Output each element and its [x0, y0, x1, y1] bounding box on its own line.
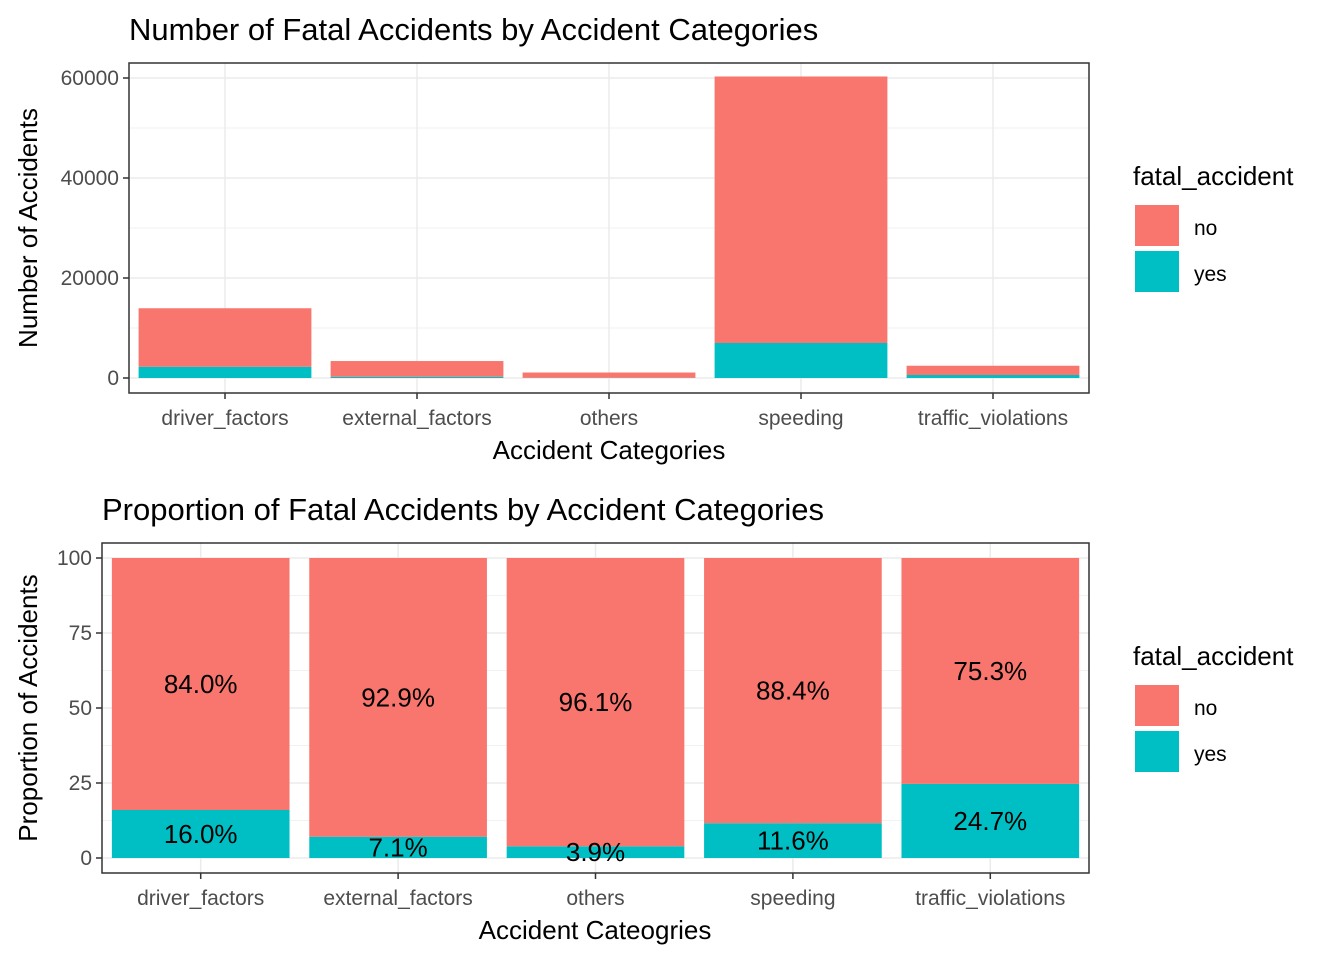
- chart-bottom-title: Proportion of Fatal Accidents by Acciden…: [102, 492, 824, 527]
- bar-no-external_factors: [330, 361, 504, 377]
- bar-no-others: [522, 372, 696, 378]
- x-tick-label: speeding: [758, 407, 843, 430]
- legend-label-no: no: [1194, 217, 1217, 240]
- bar-no-traffic_violations: [906, 365, 1080, 375]
- bar-no-traffic_violations: [901, 558, 1080, 784]
- bar-yes-speeding: [704, 823, 882, 858]
- chart-top-y-axis-title: Number of Accidents: [13, 108, 43, 348]
- bar-no-external_factors: [309, 558, 487, 837]
- chart-top-title: Number of Fatal Accidents by Accident Ca…: [129, 12, 818, 47]
- legend-swatch-yes: [1135, 251, 1179, 292]
- data-label-yes: 24.7%: [953, 806, 1027, 836]
- bar-no-speeding: [714, 76, 888, 343]
- y-tick-label: 100: [57, 547, 92, 570]
- data-label-no: 75.3%: [953, 656, 1027, 686]
- x-tick-label: others: [566, 887, 624, 910]
- bar-yes-traffic_violations: [901, 783, 1080, 858]
- x-tick-label: external_factors: [323, 887, 472, 910]
- y-tick-label: 0: [107, 367, 119, 390]
- bar-yes-others: [506, 846, 685, 858]
- legend-label-yes: yes: [1194, 743, 1227, 766]
- legend-swatch-no: [1135, 205, 1179, 246]
- y-tick-label: 40000: [61, 167, 119, 190]
- bar-no-speeding: [704, 558, 882, 824]
- bar-no-others: [506, 558, 685, 847]
- legend-swatch-no: [1135, 685, 1179, 726]
- y-tick-label: 75: [69, 622, 92, 645]
- bar-yes-driver_factors: [138, 366, 312, 378]
- chart-bottom-bars: [111, 558, 1080, 858]
- chart-top-legend: fatal_accident no yes: [1133, 161, 1294, 292]
- data-label-no: 96.1%: [559, 687, 633, 717]
- chart-bottom-x-axis-title: Accident Cateogries: [479, 915, 712, 945]
- chart-bottom-data-labels: 84.0% 16.0% 92.9% 7.1% 96.1% 3.9% 88.4% 11.6% 75…: [164, 656, 1027, 867]
- bar-yes-external_factors: [330, 376, 504, 378]
- x-tick-label: traffic_violations: [918, 407, 1068, 430]
- bar-yes-driver_factors: [111, 810, 290, 858]
- x-tick-label: external_factors: [342, 407, 491, 430]
- y-tick-label: 60000: [61, 67, 119, 90]
- y-tick-label: 50: [69, 697, 92, 720]
- chart-bottom-y-axis: 0 25 50 75 100: [57, 547, 102, 870]
- data-label-yes: 7.1%: [368, 832, 427, 862]
- x-tick-label: driver_factors: [137, 887, 264, 910]
- chart-bottom-x-axis: driver_factors external_factors others spee…: [137, 873, 1065, 910]
- data-label-no: 88.4%: [756, 676, 830, 706]
- x-tick-label: driver_factors: [161, 407, 288, 430]
- legend-label-no: no: [1194, 697, 1217, 720]
- chart-top-y-axis: 0 20000 40000 60000: [61, 67, 129, 390]
- bar-no-driver_factors: [111, 558, 290, 810]
- chart-bottom-legend: fatal_accident no yes: [1133, 641, 1294, 772]
- data-label-yes: 3.9%: [566, 837, 625, 867]
- data-label-yes: 16.0%: [164, 819, 238, 849]
- data-label-no: 92.9%: [361, 682, 435, 712]
- bar-yes-speeding: [714, 343, 888, 378]
- chart-bottom-y-axis-title: Proportion of Accidents: [13, 574, 43, 841]
- chart-top-x-axis: driver_factors external_factors others spee…: [161, 393, 1068, 430]
- chart-top-x-axis-title: Accident Categories: [493, 435, 726, 465]
- y-tick-label: 20000: [61, 267, 119, 290]
- chart-top: Number of Fatal Accidents by Accident Ca…: [13, 12, 1090, 465]
- bar-yes-external_factors: [309, 836, 487, 858]
- data-label-no: 84.0%: [164, 669, 238, 699]
- bar-yes-traffic_violations: [906, 375, 1080, 378]
- x-tick-label: speeding: [750, 887, 835, 910]
- chart-top-bars: [138, 76, 1080, 378]
- y-tick-label: 25: [69, 772, 92, 795]
- legend-label-yes: yes: [1194, 263, 1227, 286]
- y-tick-label: 0: [80, 847, 92, 870]
- legend-title: fatal_accident: [1133, 641, 1294, 671]
- x-tick-label: traffic_violations: [915, 887, 1065, 910]
- bar-no-driver_factors: [138, 308, 312, 367]
- legend-swatch-yes: [1135, 731, 1179, 772]
- legend-title: fatal_accident: [1133, 161, 1294, 191]
- x-tick-label: others: [580, 407, 638, 430]
- chart-bottom: Proportion of Fatal Accidents by Acciden…: [13, 492, 1090, 945]
- data-label-yes: 11.6%: [757, 826, 829, 856]
